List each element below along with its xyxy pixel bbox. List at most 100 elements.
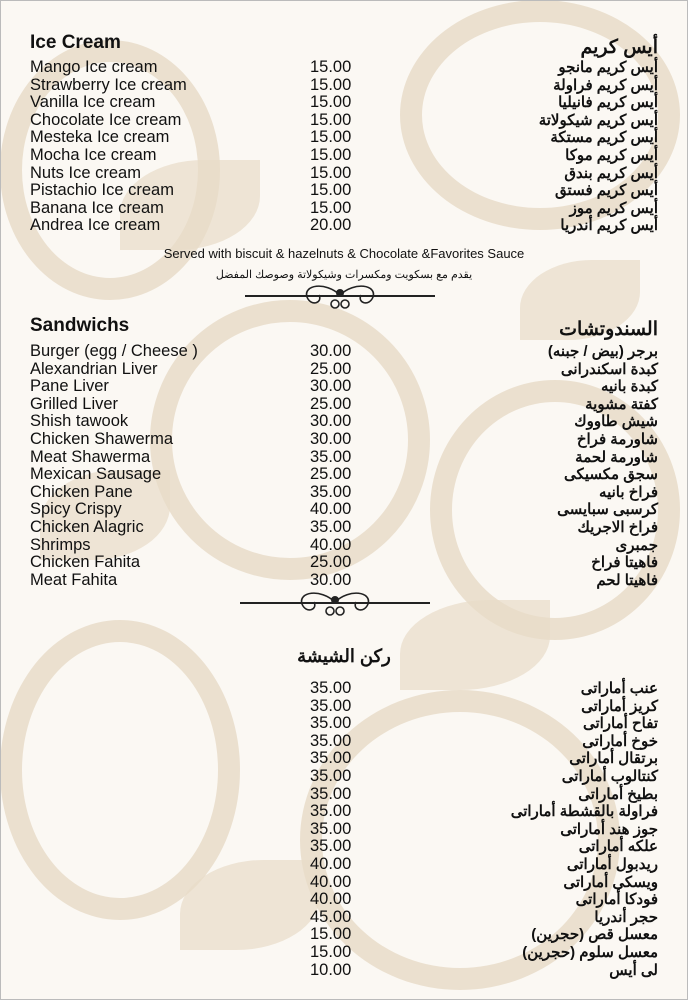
menu-item-row: 35.00 جوز هند أماراتى (30, 820, 658, 839)
item-name-en: Meat Shawerma (30, 447, 151, 466)
item-price: 20.00 (310, 216, 352, 235)
item-price: 15.00 (310, 75, 352, 94)
item-name-ar: أيس كريم شيكولاتة (538, 111, 658, 129)
item-price: 15.00 (310, 198, 352, 217)
item-name-en: Mesteka Ice cream (30, 128, 170, 147)
menu-item-row: Mango Ice cream 15.00 أيس كريم مانجو (30, 58, 658, 77)
menu-item-row: Shish tawook 30.00 شيش طاووك (30, 413, 658, 431)
menu-item-row: Spicy Crispy 40.00 كرسبى سبايسى (30, 501, 658, 519)
item-name-ar: كرسبى سبايسى (557, 501, 658, 519)
item-name-ar: أيس كريم موكا (565, 146, 658, 164)
item-name-ar: حجر أندريا (594, 908, 658, 926)
item-price: 40.00 (310, 854, 352, 873)
item-price: 40.00 (310, 872, 352, 891)
item-name-ar: عنب أماراتى (580, 680, 658, 697)
shisha-title-ar: ركن الشيشة (297, 646, 391, 666)
sandwiches-title-en: Sandwichs (30, 315, 130, 336)
item-price: 25.00 (310, 553, 352, 572)
item-name-ar: فودكا أماراتى (575, 891, 658, 909)
item-name-ar: كبدة بانيه (600, 378, 658, 396)
item-name-ar: خوخ أماراتى (582, 732, 658, 750)
item-price: 35.00 (310, 696, 352, 715)
item-price: 30.00 (310, 377, 352, 396)
menu-item-row: Andrea Ice cream 20.00 أيس كريم أندريا (30, 217, 658, 235)
item-name-en: Banana Ice cream (30, 198, 164, 217)
item-name-ar: كنتالوب أماراتى (561, 767, 658, 785)
menu-item-row: 35.00 كنتالوب أماراتى (30, 766, 658, 786)
item-name-ar: أيس كريم مستكة (550, 129, 658, 147)
item-price: 15.00 (310, 110, 352, 129)
menu-item-row: Chicken Shawerma 30.00 شاورمة فراخ (30, 429, 658, 449)
item-name-en: Pistachio Ice cream (30, 181, 174, 200)
menu-item-row: Meat Shawerma 35.00 شاورمة لحمة (30, 447, 658, 467)
menu-item-row: 35.00 بطيخ أماراتى (30, 784, 658, 804)
item-price: 35.00 (310, 766, 352, 785)
item-name-en: Meat Fahita (30, 570, 118, 589)
menu-item-row: 40.00 ريدبول أماراتى (30, 854, 658, 874)
item-price: 40.00 (310, 500, 352, 519)
menu-item-row: Strawberry Ice cream 15.00 أيس كريم فراولة (30, 75, 658, 95)
menu-item-row: 45.00 حجر أندريا (30, 907, 658, 927)
item-name-ar: كفتة مشوية (585, 395, 658, 413)
item-price: 35.00 (310, 731, 352, 750)
menu-item-row: Shrimps 40.00 جمبرى (30, 535, 658, 555)
item-name-en: Pane Liver (30, 377, 109, 396)
menu-item-row: 35.00 فراولة بالقشطة أماراتى (30, 803, 658, 821)
item-name-ar: أيس كريم فستق (555, 182, 658, 200)
menu-item-row: 35.00 علكه أماراتى (30, 838, 658, 856)
item-name-en: Nuts Ice cream (30, 163, 141, 182)
item-price: 30.00 (310, 412, 352, 431)
item-name-ar: معسل سلوم (حجرين) (522, 943, 658, 961)
item-price: 35.00 (310, 482, 352, 501)
item-price: 35.00 (310, 784, 352, 803)
item-name-ar: فراخ الاجريك (577, 518, 658, 536)
item-name-en: Grilled Liver (30, 394, 119, 413)
item-name-ar: أيس كريم فراولة (553, 76, 658, 94)
item-name-en: Chicken Pane (30, 482, 133, 501)
menu-item-row: 35.00 خوخ أماراتى (30, 731, 658, 751)
item-name-en: Chicken Alagric (30, 517, 144, 536)
item-price: 35.00 (310, 802, 352, 821)
item-price: 35.00 (310, 837, 352, 856)
item-name-ar: بطيخ أماراتى (578, 785, 658, 803)
menu-item-row: 35.00 تفاح أماراتى (30, 715, 658, 733)
item-name-ar: ريدبول أماراتى (566, 855, 658, 873)
menu-item-row: Chicken Alagric 35.00 فراخ الاجريك (30, 517, 658, 537)
item-name-ar: برجر (بيض / جبنه) (547, 343, 658, 360)
item-name-en: Chocolate Ice cream (30, 110, 182, 129)
menu-item-row: Chicken Fahita 25.00 فاهيتا فراخ (30, 554, 658, 572)
item-name-en: Chicken Shawerma (30, 429, 174, 448)
item-price: 30.00 (310, 342, 352, 360)
menu-item-row: Banana Ice cream 15.00 أيس كريم موز (30, 198, 658, 218)
ice-cream-title-ar: أيس كريم (580, 37, 658, 58)
item-name-en: Andrea Ice cream (30, 216, 161, 235)
menu-item-row: 10.00 لى أيس (30, 961, 658, 980)
item-name-en: Shrimps (30, 535, 91, 554)
item-price: 45.00 (310, 907, 352, 926)
ornament-divider (245, 283, 435, 313)
item-name-en: Burger (egg / Cheese ) (30, 342, 198, 360)
item-name-ar: سجق مكسيكى (564, 466, 658, 484)
ice-cream-note-en: Served with biscuit & hazelnuts & Chocol… (163, 246, 525, 261)
item-price: 25.00 (310, 359, 352, 378)
menu-item-row: 35.00 عنب أماراتى (30, 679, 658, 698)
menu-item-row: Mexican Sausage 25.00 سجق مكسيكى (30, 466, 658, 484)
sandwiches-title-ar: السندوتشات (559, 319, 658, 340)
menu-item-row: Alexandrian Liver 25.00 كبدة اسكندرانى (30, 359, 658, 379)
item-name-ar: أيس كريم مانجو (558, 59, 658, 76)
item-name-ar: شيش طاووك (574, 413, 658, 431)
ornament-divider (240, 590, 430, 620)
sandwiches-list: Burger (egg / Cheese ) 30.00 برجر (بيض / ج… (30, 342, 658, 589)
ice-cream-note-ar: يقدم مع بسكويت ومكسرات وشيكولاتة وصوصك ا… (215, 269, 473, 281)
menu-item-row: 15.00 معسل قص (حجرين) (30, 926, 658, 944)
item-price: 15.00 (310, 93, 352, 112)
item-price: 15.00 (310, 163, 352, 182)
menu-item-row: Pane Liver 30.00 كبدة بانيه (30, 378, 658, 396)
item-name-en: Chicken Fahita (30, 553, 141, 572)
item-name-ar: ويسكى أماراتى (563, 873, 658, 891)
menu-item-row: 35.00 برتقال أماراتى (30, 750, 658, 768)
menu-item-row: Pistachio Ice cream 15.00 أيس كريم فستق (30, 182, 658, 200)
item-name-en: Spicy Crispy (30, 500, 122, 519)
menu-item-row: 15.00 معسل سلوم (حجرين) (30, 943, 658, 962)
menu-item-row: Mocha Ice cream 15.00 أيس كريم موكا (30, 146, 658, 165)
